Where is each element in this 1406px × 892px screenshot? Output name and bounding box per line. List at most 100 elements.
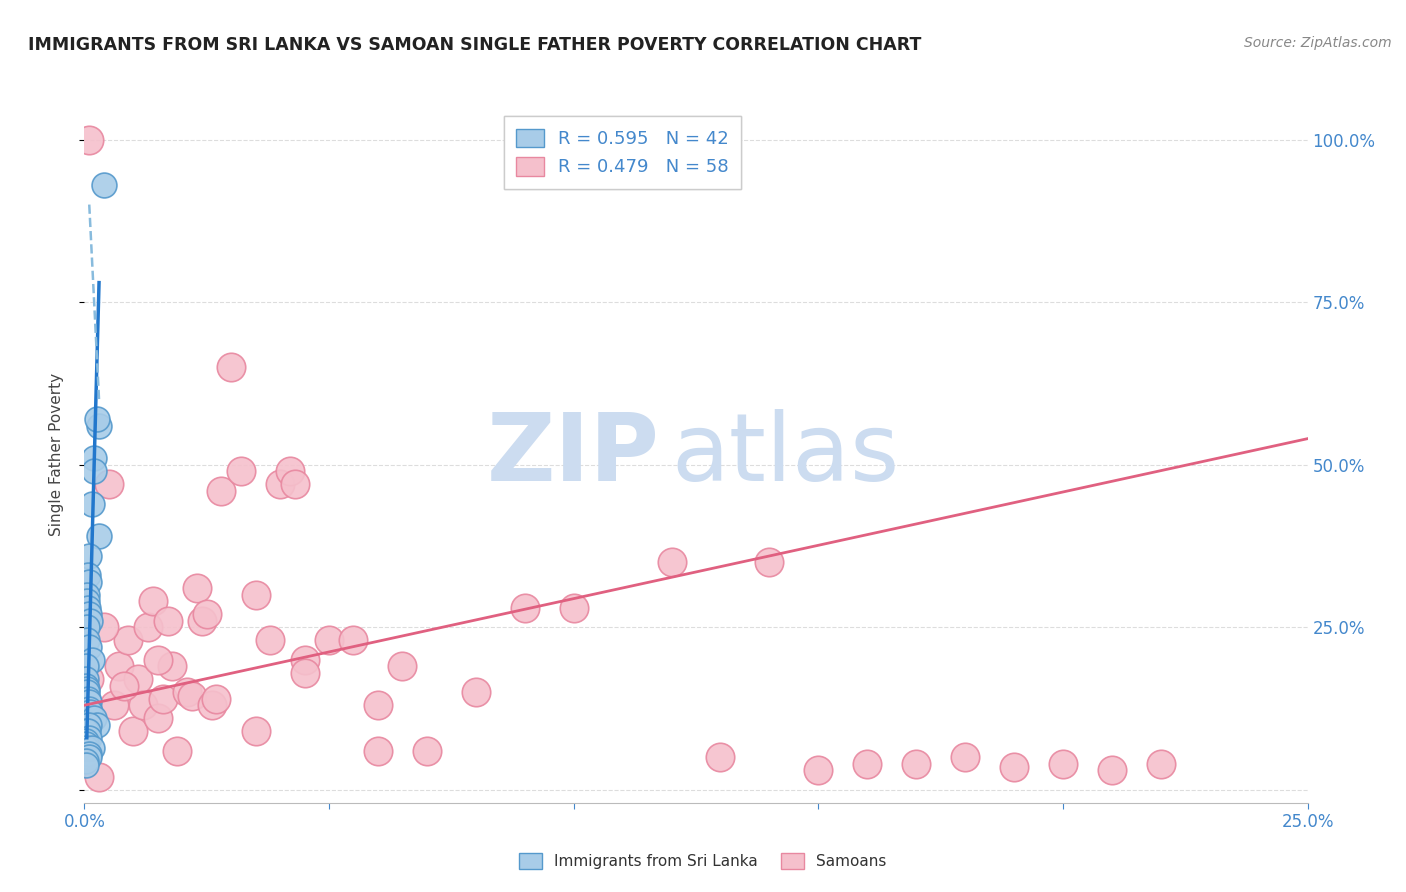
- Point: [75, 740, 97, 755]
- Point: [245, 724, 267, 739]
- Point: [77, 607, 100, 622]
- Point: [75, 758, 97, 772]
- Point: [83, 711, 105, 725]
- Point: [367, 698, 389, 713]
- Point: [513, 600, 536, 615]
- Point: [200, 698, 222, 713]
- Point: [205, 691, 228, 706]
- Point: [75, 754, 97, 768]
- Point: [294, 665, 316, 680]
- Point: [294, 653, 316, 667]
- Point: [269, 477, 291, 491]
- Y-axis label: Single Father Poverty: Single Father Poverty: [49, 374, 63, 536]
- Point: [87, 418, 110, 433]
- Point: [562, 600, 585, 615]
- Point: [1052, 756, 1074, 771]
- Point: [1002, 760, 1025, 774]
- Point: [117, 633, 139, 648]
- Point: [259, 633, 281, 648]
- Point: [132, 698, 155, 713]
- Text: IMMIGRANTS FROM SRI LANKA VS SAMOAN SINGLE FATHER POVERTY CORRELATION CHART: IMMIGRANTS FROM SRI LANKA VS SAMOAN SING…: [28, 36, 921, 54]
- Point: [1101, 764, 1123, 778]
- Legend: R = 0.595   N = 42, R = 0.479   N = 58: R = 0.595 N = 42, R = 0.479 N = 58: [503, 116, 741, 189]
- Point: [83, 451, 105, 466]
- Point: [318, 633, 340, 648]
- Point: [77, 132, 100, 146]
- Point: [93, 178, 115, 192]
- Point: [181, 689, 204, 703]
- Point: [278, 464, 301, 478]
- Point: [77, 568, 100, 582]
- Point: [416, 744, 439, 758]
- Point: [953, 750, 976, 764]
- Point: [75, 737, 97, 751]
- Point: [75, 659, 97, 673]
- Point: [93, 620, 115, 634]
- Point: [807, 764, 830, 778]
- Point: [905, 756, 928, 771]
- Point: [75, 672, 97, 686]
- Point: [76, 681, 98, 696]
- Point: [127, 672, 149, 686]
- Point: [195, 607, 218, 622]
- Point: [146, 711, 169, 725]
- Point: [176, 685, 198, 699]
- Point: [186, 581, 208, 595]
- Point: [209, 483, 232, 498]
- Point: [146, 653, 169, 667]
- Point: [191, 614, 214, 628]
- Point: [219, 360, 242, 375]
- Point: [77, 672, 100, 686]
- Point: [80, 497, 103, 511]
- Point: [162, 659, 184, 673]
- Point: [758, 555, 780, 569]
- Point: [87, 770, 110, 784]
- Point: [76, 594, 98, 608]
- Point: [77, 701, 100, 715]
- Point: [122, 724, 145, 739]
- Point: [97, 477, 120, 491]
- Point: [75, 734, 97, 748]
- Point: [86, 412, 108, 426]
- Point: [76, 620, 98, 634]
- Point: [83, 464, 105, 478]
- Point: [86, 718, 108, 732]
- Point: [77, 731, 100, 745]
- Text: ZIP: ZIP: [486, 409, 659, 501]
- Point: [1150, 756, 1173, 771]
- Point: [77, 724, 100, 739]
- Point: [661, 555, 683, 569]
- Point: [77, 695, 100, 709]
- Point: [77, 718, 100, 732]
- Point: [76, 633, 98, 648]
- Point: [75, 724, 97, 739]
- Point: [77, 640, 100, 654]
- Point: [76, 685, 98, 699]
- Text: Source: ZipAtlas.com: Source: ZipAtlas.com: [1244, 36, 1392, 50]
- Point: [709, 750, 731, 764]
- Point: [112, 679, 135, 693]
- Point: [391, 659, 413, 673]
- Point: [464, 685, 486, 699]
- Point: [103, 698, 125, 713]
- Point: [156, 614, 179, 628]
- Point: [367, 744, 389, 758]
- Point: [142, 594, 165, 608]
- Point: [77, 747, 100, 761]
- Point: [166, 744, 188, 758]
- Point: [87, 529, 110, 543]
- Point: [80, 740, 103, 755]
- Point: [77, 574, 100, 589]
- Point: [75, 679, 97, 693]
- Point: [856, 756, 879, 771]
- Point: [245, 588, 267, 602]
- Point: [77, 691, 100, 706]
- Point: [152, 691, 174, 706]
- Point: [284, 477, 307, 491]
- Point: [77, 549, 100, 563]
- Legend: Immigrants from Sri Lanka, Samoans: Immigrants from Sri Lanka, Samoans: [513, 847, 893, 875]
- Point: [79, 614, 101, 628]
- Text: atlas: atlas: [672, 409, 900, 501]
- Point: [107, 659, 129, 673]
- Point: [76, 588, 98, 602]
